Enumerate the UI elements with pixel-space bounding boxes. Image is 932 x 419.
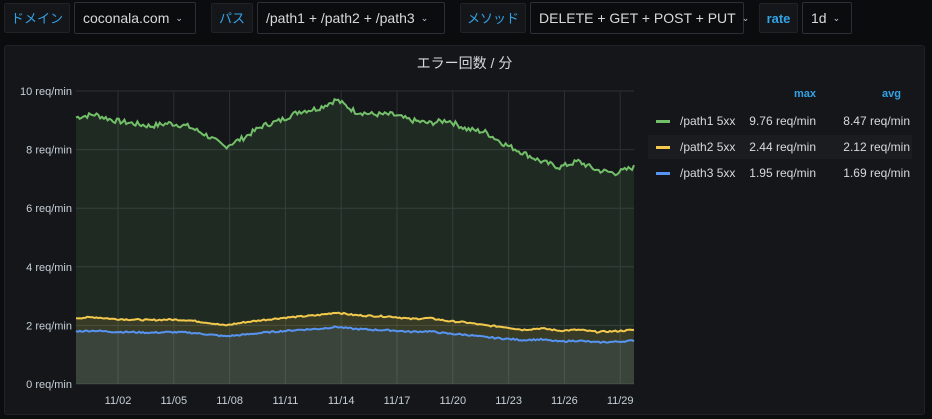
legend-header-avg[interactable]: avg <box>882 88 901 100</box>
chevron-down-icon: ⌄ <box>832 13 841 23</box>
domain-variable-select[interactable]: coconala.com ⌄ <box>74 2 196 34</box>
y-tick-label: 2 req/min <box>26 320 72 332</box>
x-tick-label: 11/02 <box>105 395 132 407</box>
x-tick-label: 11/08 <box>216 395 243 407</box>
rate-variable-select[interactable]: 1d ⌄ <box>802 2 852 34</box>
y-tick-label: 4 req/min <box>26 262 72 274</box>
x-tick-label: 11/14 <box>328 395 355 407</box>
rate-variable-label: rate <box>759 3 798 33</box>
chevron-down-icon: ⌄ <box>741 13 750 23</box>
y-tick-label: 8 req/min <box>26 145 72 157</box>
legend-item[interactable]: /path2 5xx 2.44 req/min 2.12 req/min <box>648 135 912 159</box>
series-color-swatch[interactable] <box>656 120 670 123</box>
y-tick-label: 10 req/min <box>20 86 72 98</box>
series-color-swatch[interactable] <box>656 146 670 149</box>
series-area <box>76 99 634 385</box>
x-tick-label: 11/20 <box>439 395 466 407</box>
x-tick-label: 11/05 <box>160 395 187 407</box>
chevron-down-icon: ⌄ <box>420 13 429 23</box>
method-variable-select[interactable]: DELETE + GET + POST + PUT ⌄ <box>530 2 749 34</box>
series-line[interactable] <box>75 311 635 334</box>
series-line[interactable] <box>75 325 635 345</box>
x-tick-label: 11/26 <box>551 395 578 407</box>
legend-header-max[interactable]: max <box>794 88 817 100</box>
method-variable-label: メソッド <box>460 3 526 33</box>
x-tick-label: 11/23 <box>495 395 522 407</box>
panel-title[interactable]: エラー回数 / 分 <box>416 55 513 71</box>
x-tick-label: 11/11 <box>272 395 298 407</box>
domain-variable-label: ドメイン <box>4 3 70 33</box>
y-tick-label: 6 req/min <box>26 203 72 215</box>
series-area <box>76 312 634 384</box>
x-tick-label: 11/17 <box>384 395 411 407</box>
chevron-down-icon: ⌄ <box>175 13 183 23</box>
series-color-swatch[interactable] <box>656 172 670 175</box>
series-line[interactable] <box>75 98 635 177</box>
legend-item[interactable]: /path3 5xx 1.95 req/min 1.69 req/min <box>648 161 912 185</box>
legend-item[interactable]: /path1 5xx 9.76 req/min 8.47 req/min <box>648 109 912 133</box>
series-area <box>76 326 634 384</box>
y-tick-label: 0 req/min <box>26 379 72 391</box>
variables-toolbar: ドメイン coconala.com ⌄ パス /path1 + /path2 + … <box>0 0 932 40</box>
x-tick-label: 11/29 <box>607 395 634 407</box>
path-variable-label: パス <box>211 3 253 33</box>
path-variable-select[interactable]: /path1 + /path2 + /path3 ⌄ <box>257 2 445 34</box>
